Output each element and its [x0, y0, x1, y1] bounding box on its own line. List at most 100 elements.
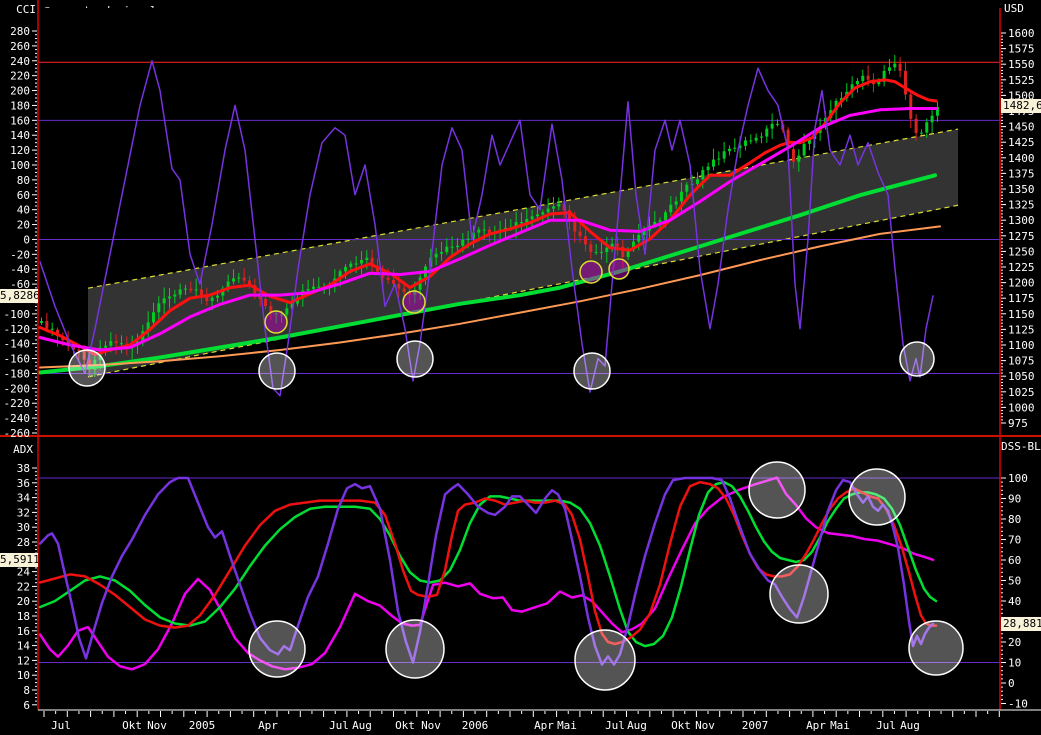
axis-label: 1125	[1008, 323, 1035, 336]
candle-body	[738, 145, 742, 148]
main-left-axis-title: CCI	[16, 3, 36, 16]
candle-body	[349, 263, 353, 267]
candle-body	[386, 277, 390, 280]
panel-separator	[0, 435, 1041, 437]
candle-body	[40, 321, 43, 323]
candle-body	[397, 283, 401, 289]
axis-label: 24	[17, 566, 31, 579]
date-label[interactable]: Nov	[147, 719, 167, 732]
candle-body	[685, 184, 689, 192]
lower-plot-area[interactable]	[38, 437, 1000, 710]
date-label[interactable]: Mai	[830, 719, 850, 732]
channel-upper-edge	[87, 128, 959, 289]
candle-body	[50, 328, 54, 330]
axis-label: 90	[1008, 493, 1021, 506]
candle-body	[221, 288, 225, 296]
date-label[interactable]: Apr	[534, 719, 554, 732]
candle-body	[754, 137, 758, 141]
candle-body	[887, 67, 891, 71]
candle-body	[589, 244, 593, 253]
date-label[interactable]: Jul	[329, 719, 349, 732]
axis-label: 32	[17, 506, 30, 519]
axis-label: 34	[17, 492, 31, 505]
candle-body	[274, 313, 278, 315]
axis-label: 40	[1008, 595, 1021, 608]
axis-label: 1550	[1008, 58, 1035, 71]
date-label[interactable]: Okt	[122, 719, 142, 732]
main-panel	[38, 8, 1000, 436]
date-label[interactable]: Aug	[352, 719, 372, 732]
axis-label: 160	[10, 114, 30, 127]
axis-label: -60	[10, 278, 30, 291]
candle-body	[658, 220, 662, 222]
axis-label: 1050	[1008, 370, 1035, 383]
signal-circle	[264, 310, 288, 334]
date-label[interactable]: 2005	[189, 719, 216, 732]
candle-body	[877, 81, 881, 85]
date-label[interactable]: Okt	[395, 719, 415, 732]
candle-body	[706, 166, 710, 171]
candle-body	[631, 241, 635, 250]
candle-body	[866, 75, 870, 80]
candle-body	[935, 107, 939, 116]
axis-label: -40	[10, 263, 30, 276]
candle-body	[919, 132, 923, 134]
candle-body	[45, 321, 49, 329]
highlight-circle	[899, 341, 935, 377]
axis-label: 6	[23, 699, 30, 712]
candle-body	[615, 243, 619, 247]
axis-label: -10	[1008, 698, 1028, 711]
regression-channel	[88, 129, 958, 377]
axis-label: 22	[17, 580, 30, 593]
axis-label: 20	[17, 595, 30, 608]
candle-body	[167, 296, 171, 299]
date-label[interactable]: Jul	[51, 719, 71, 732]
series-dss_green	[38, 480, 938, 648]
date-label[interactable]: Nov	[695, 719, 715, 732]
highlight-circle	[385, 619, 445, 679]
axis-label: 1400	[1008, 152, 1035, 165]
date-label[interactable]: 2007	[742, 719, 769, 732]
axis-label: 1375	[1008, 167, 1035, 180]
axis-label: 18	[17, 610, 30, 623]
axis-label: 240	[10, 55, 30, 68]
candle-body	[226, 281, 230, 289]
candle-body	[727, 148, 731, 152]
date-label[interactable]: Jul	[876, 719, 896, 732]
candle-body	[77, 349, 81, 352]
axis-label: -20	[10, 248, 30, 261]
candle-body	[391, 279, 395, 284]
axis-label: 1525	[1008, 74, 1035, 87]
candle-body	[231, 278, 235, 282]
series-ma_long_orange	[39, 225, 941, 369]
candle-body	[482, 229, 486, 231]
axis-label: 280	[10, 25, 30, 38]
date-label[interactable]: Mai	[557, 719, 577, 732]
main-plot-area[interactable]	[38, 8, 1000, 436]
candle-body	[151, 312, 155, 323]
date-label[interactable]: Aug	[900, 719, 920, 732]
adx-current-tag: 5,5911	[0, 553, 38, 567]
date-label[interactable]: Apr	[258, 719, 278, 732]
date-label[interactable]: Okt	[671, 719, 691, 732]
date-label[interactable]: Nov	[421, 719, 441, 732]
series-cci_purple	[39, 60, 934, 397]
axis-label: 0	[1008, 677, 1015, 690]
signal-circle	[579, 260, 603, 284]
candle-body	[359, 259, 363, 264]
candle-body	[786, 129, 790, 150]
axis-label: -240	[4, 412, 31, 425]
date-label[interactable]: Jul	[605, 719, 625, 732]
axis-label: 1250	[1008, 245, 1035, 258]
date-label[interactable]: 2006	[462, 719, 489, 732]
candle-body	[562, 204, 566, 211]
axis-label: 70	[1008, 534, 1021, 547]
axis-label: 50	[1008, 575, 1021, 588]
candle-body	[663, 212, 667, 221]
date-label[interactable]: Apr	[806, 719, 826, 732]
candle-body	[455, 245, 459, 248]
candle-body	[66, 340, 70, 344]
candle-body	[157, 303, 161, 313]
date-label[interactable]: Aug	[627, 719, 647, 732]
